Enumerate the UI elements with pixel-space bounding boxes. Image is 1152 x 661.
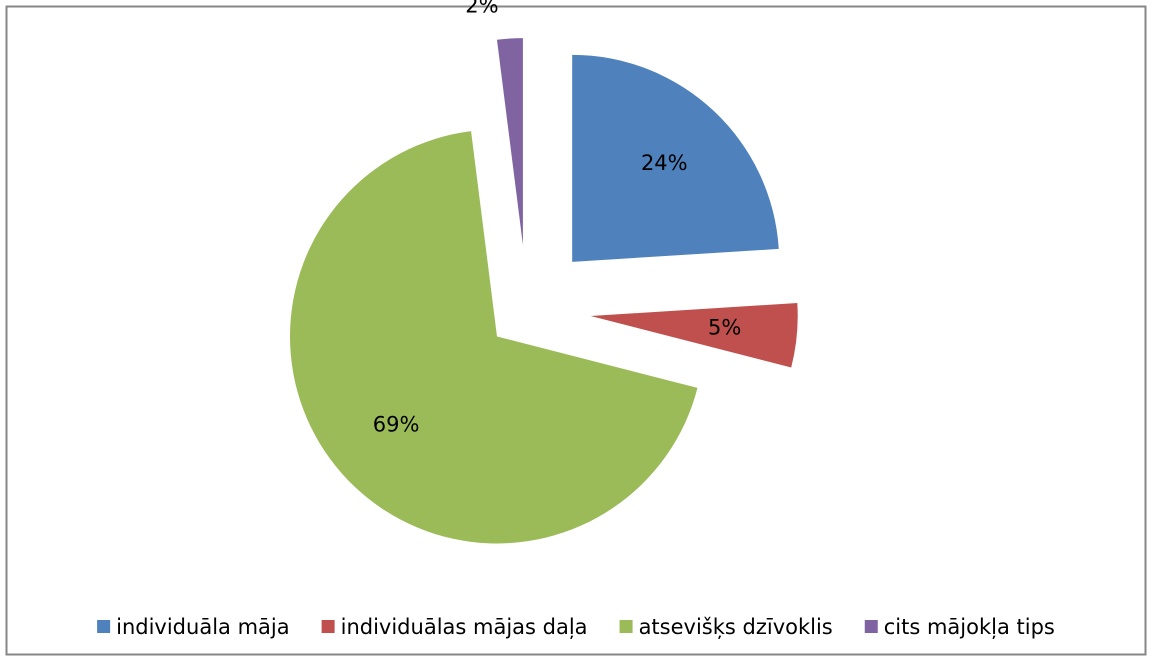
pie-slice xyxy=(496,38,523,246)
pie-slice xyxy=(572,54,779,262)
legend-label: individuālas mājas daļa xyxy=(341,615,588,639)
legend-swatch xyxy=(864,620,878,633)
legend-swatch xyxy=(619,620,633,633)
legend-swatch xyxy=(321,620,335,633)
legend-swatch xyxy=(97,620,111,633)
legend-label: individuāla māja xyxy=(116,615,290,639)
data-label: 5% xyxy=(708,316,741,340)
legend-label: atsevišķs dzīvoklis xyxy=(639,615,833,639)
data-label: 24% xyxy=(641,151,688,175)
pie-slice xyxy=(590,303,798,368)
legend-label: cits mājokļa tips xyxy=(884,615,1055,639)
pie-slice xyxy=(289,131,698,544)
data-label: 69% xyxy=(373,412,420,436)
data-label: 2% xyxy=(465,0,498,18)
